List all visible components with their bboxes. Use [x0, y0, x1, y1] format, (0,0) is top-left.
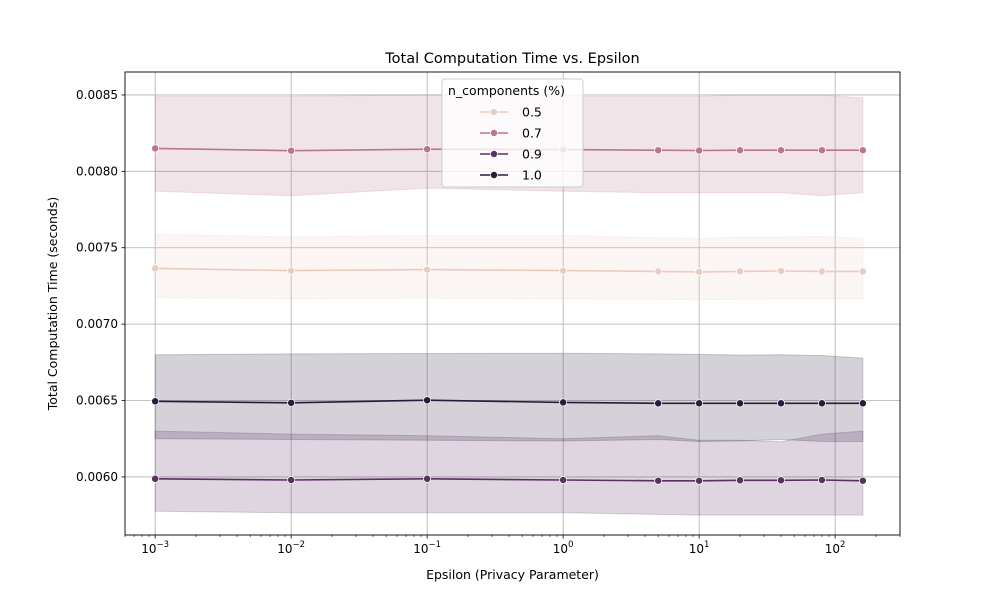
data-point [858, 399, 867, 408]
legend-entries: 0.5 0.7 0.9 1.0 [480, 105, 542, 183]
data-point [817, 146, 826, 155]
series-line-0.7 [155, 147, 863, 152]
data-point [654, 399, 663, 408]
y-tick-label: 0.0060 [76, 470, 118, 484]
data-point [151, 397, 160, 406]
y-axis-label: Total Computation Time (seconds) [45, 197, 60, 411]
data-point [817, 399, 826, 408]
x-tick-label: 10−2 [277, 540, 305, 556]
data-point [858, 476, 867, 485]
data-point [858, 146, 867, 155]
legend-label: 1.0 [522, 168, 542, 183]
y-axis-ticks: 0.0060 0.0065 0.0070 0.0075 0.0080 0.0085 [76, 88, 125, 484]
data-point [287, 266, 296, 275]
x-tick-label: 10−1 [413, 540, 441, 556]
x-tick-label: 100 [553, 540, 574, 556]
data-point [817, 267, 826, 276]
data-point [151, 264, 160, 273]
data-point [287, 476, 296, 484]
x-tick-label: 10−3 [141, 540, 169, 556]
data-point [695, 267, 704, 276]
legend-marker-0.7 [490, 129, 498, 137]
x-axis-label: Epsilon (Privacy Parameter) [426, 567, 599, 582]
data-point [777, 267, 785, 275]
data-point [559, 266, 568, 275]
legend-marker-1.0 [490, 171, 498, 179]
data-point [654, 476, 663, 485]
data-point [423, 396, 432, 405]
data-point [777, 146, 785, 155]
data-point [654, 146, 663, 155]
data-point [287, 146, 296, 155]
ci-band-0.9 [154, 430, 864, 516]
legend-box [441, 78, 584, 188]
data-point [559, 398, 568, 407]
data-point [777, 476, 785, 485]
data-point [858, 267, 867, 276]
data-point [736, 146, 745, 155]
data-point [695, 146, 704, 155]
legend-marker-0.5 [490, 108, 498, 116]
x-tick-label: 102 [825, 540, 846, 556]
data-point [817, 476, 826, 484]
legend-label: 0.7 [522, 126, 542, 141]
data-point [777, 399, 785, 408]
data-point [151, 474, 160, 483]
data-point [287, 398, 296, 407]
legend: n_components (%) 0.5 0.7 0.9 1.0 [441, 78, 584, 188]
series-line-1.0 [155, 399, 863, 405]
x-axis-ticks: 10−3 10−2 10−1 100 101 102 [124, 535, 901, 556]
data-point [654, 267, 663, 276]
data-point [736, 399, 745, 408]
chart-title: Total Computation Time vs. Epsilon [384, 51, 639, 67]
y-tick-label: 0.0075 [76, 241, 118, 255]
legend-title: n_components (%) [448, 83, 565, 98]
data-point [151, 144, 160, 153]
legend-label: 0.9 [522, 147, 542, 162]
data-point [736, 476, 745, 485]
ci-band-1.0 [154, 352, 864, 443]
legend-marker-0.9 [490, 150, 498, 158]
data-point [423, 265, 432, 274]
y-tick-label: 0.0070 [76, 317, 118, 331]
data-point [559, 476, 568, 484]
y-tick-label: 0.0085 [76, 88, 118, 102]
y-tick-label: 0.0065 [76, 394, 118, 408]
ci-band-0.5 [154, 233, 864, 301]
series-line-0.5 [155, 267, 863, 273]
data-point [695, 476, 704, 485]
series-lines [151, 144, 867, 485]
data-point [423, 145, 432, 154]
data-point [423, 474, 432, 483]
plot-frame [124, 71, 901, 536]
y-tick-label: 0.0080 [76, 164, 118, 178]
data-point [695, 399, 704, 408]
data-point [736, 267, 745, 276]
x-tick-label: 101 [689, 540, 710, 556]
series-line-0.9 [155, 477, 863, 482]
legend-label: 0.5 [522, 105, 542, 120]
